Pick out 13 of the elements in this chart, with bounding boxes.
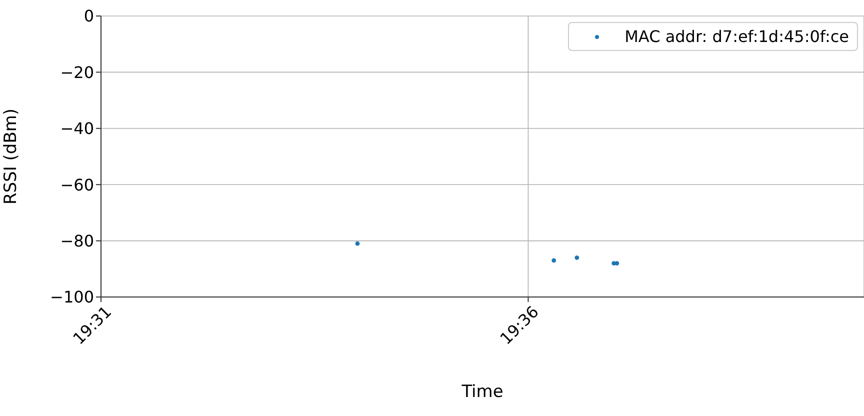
y-tick-label: −80 [60,231,94,250]
y-tick-label: −60 [60,175,94,194]
legend-label: MAC addr: d7:ef:1d:45:0f:ce [624,27,849,46]
y-tick-label: 0 [84,6,94,26]
y-axis-title: RSSI (dBm) [1,108,22,205]
point [552,258,556,263]
y-tick-label: −40 [60,119,94,138]
y-tick-label: −20 [60,62,94,82]
y-tick-label: −100 [50,288,94,307]
point [614,261,620,266]
point [355,241,360,246]
point [574,255,580,260]
x-axis-title: Time [460,382,504,402]
